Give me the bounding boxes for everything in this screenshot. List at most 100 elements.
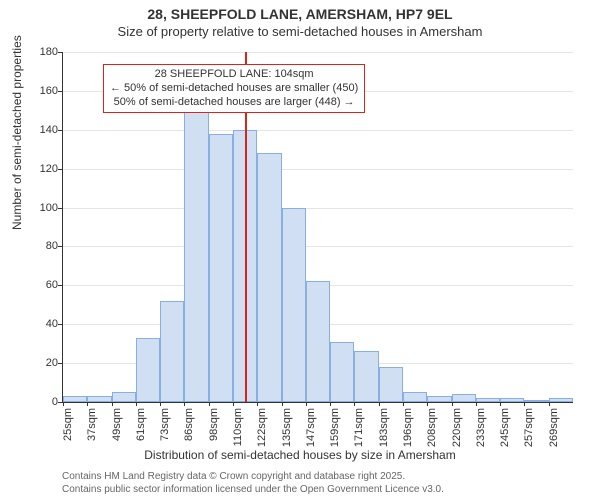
histogram-bar	[476, 398, 500, 402]
plot-area: 28 SHEEPFOLD LANE: 104sqm← 50% of semi-d…	[62, 52, 572, 402]
gridline	[63, 52, 573, 53]
x-tick-mark	[524, 402, 525, 406]
footer-line-2: Contains public sector information licen…	[62, 483, 444, 496]
x-tick-label: 171sqm	[353, 408, 365, 448]
y-tick-mark	[58, 324, 62, 325]
x-tick-label: 98sqm	[208, 408, 220, 448]
histogram-bar	[112, 392, 136, 402]
x-tick-label: 196sqm	[402, 408, 414, 448]
x-tick-mark	[452, 402, 453, 406]
x-tick-mark	[330, 402, 331, 406]
x-tick-mark	[160, 402, 161, 406]
y-tick-mark	[58, 130, 62, 131]
x-tick-label: 86sqm	[183, 408, 195, 448]
x-tick-label: 135sqm	[281, 408, 293, 448]
x-tick-label: 220sqm	[451, 408, 463, 448]
x-tick-label: 37sqm	[86, 408, 98, 448]
figure: 28, SHEEPFOLD LANE, AMERSHAM, HP7 9EL Si…	[0, 0, 600, 500]
histogram-bar	[549, 398, 573, 402]
x-tick-mark	[500, 402, 501, 406]
x-tick-mark	[282, 402, 283, 406]
x-tick-mark	[549, 402, 550, 406]
x-tick-mark	[136, 402, 137, 406]
histogram-bar	[209, 134, 233, 402]
y-tick-label: 40	[36, 318, 58, 330]
annotation-box: 28 SHEEPFOLD LANE: 104sqm← 50% of semi-d…	[103, 64, 365, 113]
histogram-bar	[330, 342, 354, 402]
y-tick-label: 120	[36, 163, 58, 175]
histogram-bar	[306, 281, 330, 402]
x-tick-label: 61sqm	[135, 408, 147, 448]
histogram-bar	[160, 301, 184, 402]
chart-title: 28, SHEEPFOLD LANE, AMERSHAM, HP7 9EL	[0, 0, 600, 22]
y-tick-mark	[58, 363, 62, 364]
x-tick-label: 233sqm	[475, 408, 487, 448]
x-tick-mark	[63, 402, 64, 406]
y-axis-label: Number of semi-detached properties	[10, 35, 24, 230]
x-tick-mark	[209, 402, 210, 406]
y-tick-label: 20	[36, 357, 58, 369]
y-tick-mark	[58, 169, 62, 170]
histogram-bar	[452, 394, 476, 402]
x-tick-label: 257sqm	[523, 408, 535, 448]
histogram-bar	[184, 110, 208, 402]
annotation-line: 28 SHEEPFOLD LANE: 104sqm	[110, 68, 358, 82]
x-tick-mark	[112, 402, 113, 406]
x-tick-label: 49sqm	[111, 408, 123, 448]
histogram-bar	[427, 396, 451, 402]
x-tick-label: 25sqm	[62, 408, 74, 448]
histogram-bar	[500, 398, 524, 402]
annotation-line: ← 50% of semi-detached houses are smalle…	[110, 82, 358, 96]
histogram-bar	[136, 338, 160, 402]
histogram-bar	[63, 396, 87, 402]
axes: 28 SHEEPFOLD LANE: 104sqm← 50% of semi-d…	[62, 52, 573, 403]
attribution-footer: Contains HM Land Registry data © Crown c…	[62, 470, 444, 496]
x-tick-label: 110sqm	[232, 408, 244, 448]
x-tick-mark	[476, 402, 477, 406]
x-tick-mark	[184, 402, 185, 406]
x-tick-label: 147sqm	[305, 408, 317, 448]
x-tick-mark	[233, 402, 234, 406]
x-tick-label: 269sqm	[548, 408, 560, 448]
x-tick-label: 208sqm	[426, 408, 438, 448]
x-tick-mark	[354, 402, 355, 406]
x-tick-label: 73sqm	[159, 408, 171, 448]
x-tick-label: 245sqm	[499, 408, 511, 448]
x-tick-mark	[87, 402, 88, 406]
x-tick-mark	[257, 402, 258, 406]
chart-subtitle: Size of property relative to semi-detach…	[0, 24, 600, 39]
histogram-bar	[403, 392, 427, 402]
gridline	[63, 208, 573, 209]
y-tick-label: 80	[36, 240, 58, 252]
y-tick-label: 180	[36, 46, 58, 58]
y-tick-label: 0	[36, 396, 58, 408]
x-tick-label: 159sqm	[329, 408, 341, 448]
y-tick-label: 60	[36, 279, 58, 291]
annotation-line: 50% of semi-detached houses are larger (…	[110, 96, 358, 110]
x-tick-mark	[427, 402, 428, 406]
histogram-bar	[524, 400, 548, 402]
histogram-bar	[257, 153, 281, 402]
y-tick-label: 140	[36, 124, 58, 136]
x-axis-label: Distribution of semi-detached houses by …	[0, 448, 600, 462]
y-tick-mark	[58, 208, 62, 209]
x-tick-label: 122sqm	[256, 408, 268, 448]
x-tick-label: 183sqm	[378, 408, 390, 448]
y-tick-label: 100	[36, 202, 58, 214]
histogram-bar	[87, 396, 111, 402]
y-tick-mark	[58, 91, 62, 92]
histogram-bar	[379, 367, 403, 402]
histogram-bar	[282, 208, 306, 402]
gridline	[63, 169, 573, 170]
y-tick-mark	[58, 285, 62, 286]
histogram-bar	[354, 351, 378, 402]
gridline	[63, 130, 573, 131]
y-tick-mark	[58, 52, 62, 53]
gridline	[63, 246, 573, 247]
footer-line-1: Contains HM Land Registry data © Crown c…	[62, 470, 444, 483]
x-tick-mark	[379, 402, 380, 406]
y-tick-label: 160	[36, 85, 58, 97]
x-tick-mark	[306, 402, 307, 406]
y-tick-mark	[58, 246, 62, 247]
y-tick-mark	[58, 402, 62, 403]
